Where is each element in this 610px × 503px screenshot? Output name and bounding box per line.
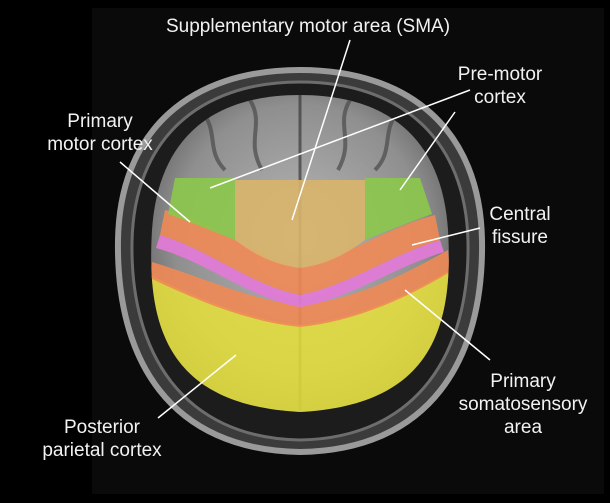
leader-premotor-left [209,89,471,189]
leader-somatosensory [404,289,491,361]
label-parietal-line1: Posterior [63,417,141,438]
label-somato-line3: area [503,417,543,438]
label-central-fissure: Central fissure [470,203,570,249]
leader-sma [291,39,351,221]
label-central-line1: Central [489,204,551,225]
label-premotor: Pre-motor cortex [440,63,560,109]
leader-lines [119,39,491,419]
label-somatosensory: Primary somatosensory area [438,370,608,439]
label-premotor-line2: cortex [474,87,526,108]
region-somatosensory [151,250,449,327]
label-sma-text: Supplementary motor area (SMA) [165,16,451,37]
label-parietal-line2: parietal cortex [42,440,162,461]
leader-parietal [157,354,237,419]
label-sma: Supplementary motor area (SMA) [148,15,468,38]
label-somato-line1: Primary [490,371,556,392]
label-somato-line2: somatosensory [458,394,588,415]
leader-central-fissure [411,227,481,246]
region-central-fissure [156,235,444,307]
label-parietal: Posterior parietal cortex [22,416,182,462]
label-primary-motor: Primary motor cortex [30,110,170,156]
leader-primary-motor [119,161,191,223]
leader-premotor [399,111,456,191]
label-central-line2: fissure [492,227,548,248]
label-primary-motor-line2: motor cortex [47,134,153,155]
label-primary-motor-line1: Primary [67,111,133,132]
region-premotor-right [365,178,432,240]
label-premotor-line1: Pre-motor [457,64,543,85]
region-sma [235,180,365,268]
region-premotor-left [168,178,235,240]
